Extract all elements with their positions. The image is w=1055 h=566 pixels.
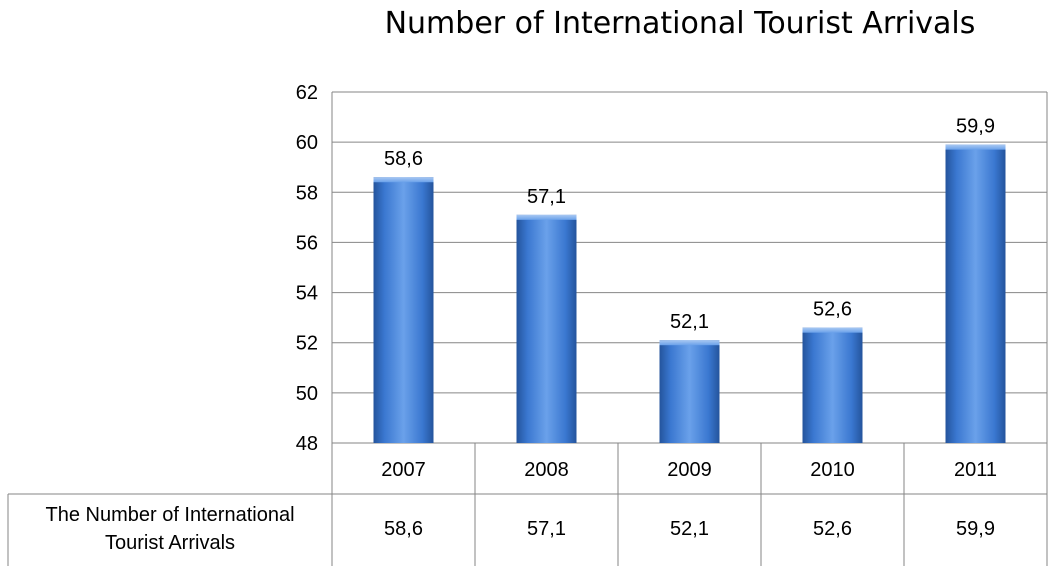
table-value-cell: 58,6 [384,518,423,540]
data-label: 52,6 [813,299,852,321]
bar-top-cap [373,177,434,183]
y-tick-label: 48 [296,433,318,455]
table-value-cell: 52,6 [813,518,852,540]
data-label: 57,1 [527,186,566,208]
bar-top-cap [659,340,720,346]
chart-title: Number of International Tourist Arrivals [384,6,976,41]
bar [373,177,434,443]
y-tick-label: 56 [296,232,318,254]
data-label: 59,9 [956,116,995,138]
x-tick-label: 2008 [524,459,569,481]
bar [516,214,577,443]
table-value-cell: 59,9 [956,518,995,540]
table-value-cell: 52,1 [670,518,709,540]
y-tick-label: 62 [296,82,318,104]
y-tick-label: 60 [296,132,318,154]
table-row-header: The Number of International [45,504,294,526]
bar [659,340,720,443]
table-value-cell: 57,1 [527,518,566,540]
x-tick-label: 2009 [667,459,712,481]
bar-top-cap [945,144,1006,150]
bar-top-cap [802,327,863,333]
bar [802,327,863,443]
y-tick-label: 58 [296,182,318,204]
table-row-header: Tourist Arrivals [105,532,235,554]
y-tick-label: 54 [296,283,318,305]
data-label: 52,1 [670,311,709,333]
x-tick-label: 2007 [381,459,426,481]
y-tick-label: 50 [296,383,318,405]
x-tick-label: 2010 [810,459,855,481]
y-tick-label: 52 [296,333,318,355]
bar-top-cap [516,214,577,220]
x-tick-label: 2011 [954,459,997,481]
bar [945,144,1006,443]
data-label: 58,6 [384,148,423,170]
